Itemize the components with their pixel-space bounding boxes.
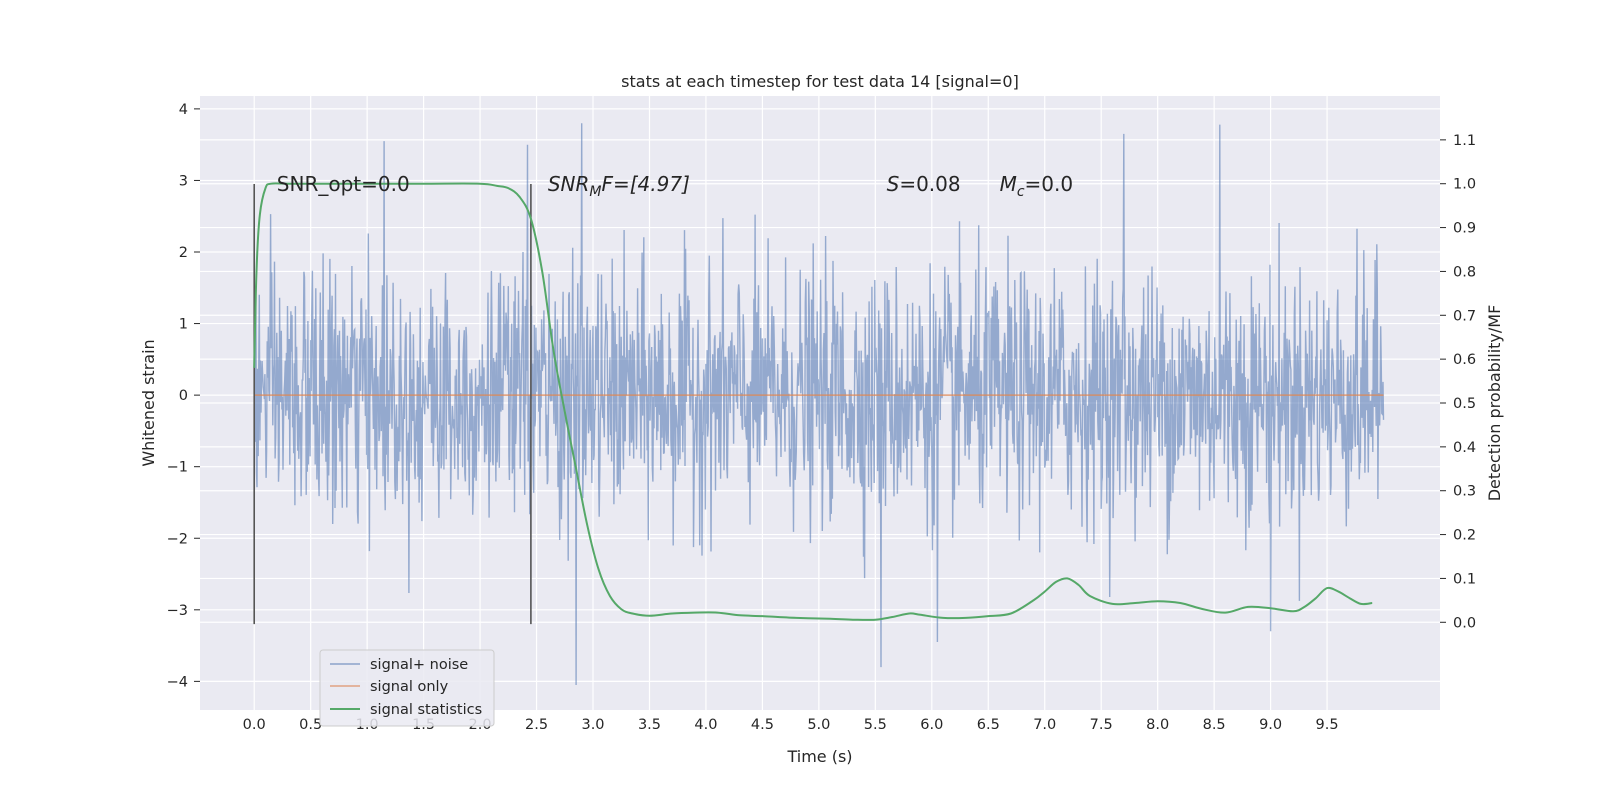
y-axis-ticks: 4 3 2 1 0 −1 −2 −3 −4 [167, 102, 200, 690]
x-tick-label: 0.0 [243, 717, 266, 733]
y-tick-label: −3 [167, 603, 188, 619]
x-tick-label: 4.0 [694, 717, 717, 733]
x-tick-label: 5.5 [864, 717, 887, 733]
x-tick-label: 9.5 [1316, 717, 1339, 733]
signal-statistics-series [253, 182, 1373, 621]
y-tick-label: 2 [179, 245, 188, 261]
legend-label-signal: signal only [370, 679, 449, 695]
y2-axis-ticks: 1.1 1.0 0.9 0.8 0.7 0.6 0.5 0.4 0.3 0.2 0.1 0.0 [1440, 133, 1476, 631]
chart-title: stats at each timestep for test data 14 … [621, 72, 1019, 91]
annotation-text: SNRMF=[4.97] [548, 172, 690, 200]
x-tick-label: 6.5 [977, 717, 1000, 733]
x-tick-label: 7.5 [1090, 717, 1113, 733]
y2-tick-label: 0.4 [1453, 440, 1476, 456]
y-tick-label: 0 [179, 388, 188, 404]
x-axis-label: Time (s) [786, 747, 852, 766]
x-tick-label: 6.0 [920, 717, 943, 733]
x-tick-label: 4.5 [751, 717, 774, 733]
y-tick-label: 3 [179, 173, 188, 189]
signal-noise-series [253, 123, 1385, 686]
vertical-markers [253, 184, 532, 625]
y-tick-label: −1 [167, 460, 188, 476]
y-axis-label: Whitened strain [139, 339, 158, 466]
y2-tick-label: 0.9 [1453, 221, 1476, 237]
y-tick-label: −2 [167, 531, 188, 547]
y2-tick-label: 1.1 [1453, 133, 1476, 149]
annotation-text: Mc=0.0 [1000, 172, 1074, 200]
annotations: SNR_opt=0.0 SNRMF=[4.97] S=0.08 Mc=0.0 [277, 172, 1073, 200]
annotation-text: SNR_opt=0.0 [277, 172, 410, 196]
legend: signal+ noise signal only signal statist… [319, 649, 495, 727]
y2-tick-label: 0.0 [1453, 615, 1476, 631]
annotation-text: S=0.08 [887, 172, 961, 196]
y2-tick-label: 0.6 [1453, 352, 1476, 368]
y2-tick-label: 0.2 [1453, 528, 1476, 544]
x-tick-label: 8.0 [1146, 717, 1169, 733]
y2-tick-label: 1.0 [1453, 177, 1476, 193]
x-tick-label: 5.0 [807, 717, 830, 733]
x-tick-label: 8.5 [1203, 717, 1226, 733]
x-tick-label: 2.5 [525, 717, 548, 733]
x-tick-label: 3.0 [581, 717, 604, 733]
x-tick-label: 0.5 [299, 717, 322, 733]
x-tick-label: 3.5 [638, 717, 661, 733]
x-tick-label: 7.0 [1033, 717, 1056, 733]
y2-tick-label: 0.5 [1453, 396, 1476, 412]
legend-label-statistics: signal statistics [370, 702, 482, 718]
y2-axis-label: Detection probability/MF [1485, 305, 1504, 502]
y-tick-label: 1 [179, 317, 188, 333]
legend-label-noise: signal+ noise [370, 657, 468, 673]
y2-tick-label: 0.7 [1453, 308, 1476, 324]
y2-tick-label: 0.3 [1453, 484, 1476, 500]
y2-tick-label: 0.8 [1453, 264, 1476, 280]
y2-tick-label: 0.1 [1453, 571, 1476, 587]
legend-box [319, 649, 495, 727]
x-tick-label: 9.0 [1259, 717, 1282, 733]
y-tick-label: −4 [167, 674, 188, 690]
plot-area [253, 123, 1385, 686]
y-tick-label: 4 [179, 102, 188, 118]
